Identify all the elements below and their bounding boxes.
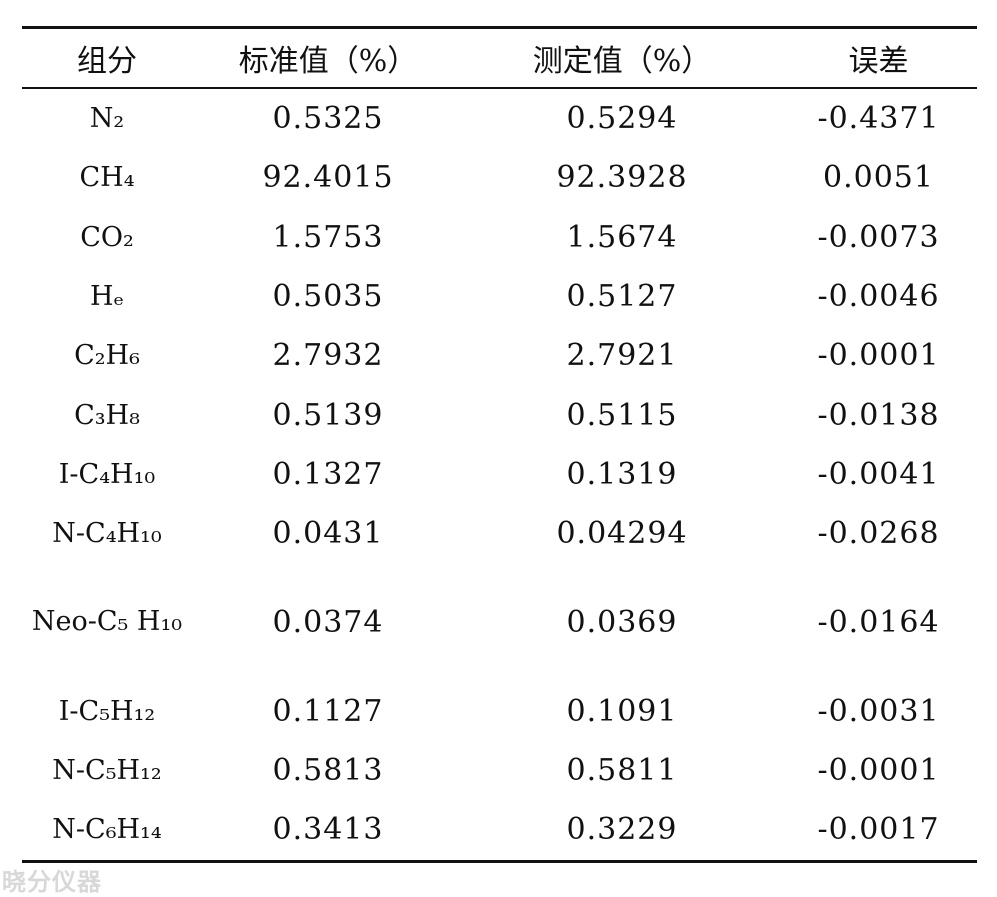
error-cell: 0.0051 xyxy=(823,160,934,196)
table-row: Hₑ 0.5035 0.5127 -0.0046 xyxy=(22,267,977,326)
measured-cell: 0.5127 xyxy=(566,279,678,315)
component-cell: C₃H₈ xyxy=(74,399,140,431)
standard-cell: 0.5813 xyxy=(272,752,384,788)
error-cell: -0.0017 xyxy=(817,812,940,848)
measured-cell: 0.5294 xyxy=(566,101,678,137)
standard-cell: 0.0431 xyxy=(272,516,384,552)
standard-cell: 0.1327 xyxy=(272,456,384,492)
measured-cell: 92.3928 xyxy=(556,160,688,196)
component-cell: C₂H₆ xyxy=(74,340,140,372)
table-row: N-C₅H₁₂ 0.5813 0.5811 -0.0001 xyxy=(22,741,977,800)
measured-cell: 0.1319 xyxy=(566,456,678,492)
header-error: 误差 xyxy=(848,44,909,79)
table-row: N-C₄H₁₀ 0.0431 0.04294 -0.0268 xyxy=(22,504,977,563)
error-cell: -0.0138 xyxy=(817,397,940,433)
component-cell: N₂ xyxy=(89,103,125,135)
measured-cell: 1.5674 xyxy=(566,219,678,255)
table-bottom-rule xyxy=(22,860,977,863)
table-row: CO₂ 1.5753 1.5674 -0.0073 xyxy=(22,208,977,267)
table-row: I-C₄H₁₀ 0.1327 0.1319 -0.0041 xyxy=(22,445,977,504)
standard-cell: 0.5035 xyxy=(272,279,384,315)
header-measured-value: 测定值（%） xyxy=(532,44,712,79)
component-cell: I-C₄H₁₀ xyxy=(58,458,156,490)
error-cell: -0.0001 xyxy=(817,338,940,374)
component-cell: CO₂ xyxy=(80,221,134,253)
table-row: C₂H₆ 2.7932 2.7921 -0.0001 xyxy=(22,326,977,385)
standard-cell: 1.5753 xyxy=(272,219,384,255)
standard-cell: 0.5139 xyxy=(272,397,384,433)
standard-cell: 0.3413 xyxy=(272,812,384,848)
error-cell: -0.0268 xyxy=(817,516,940,552)
measured-cell: 2.7921 xyxy=(566,338,678,374)
error-cell: -0.0164 xyxy=(817,604,940,640)
measured-cell: 0.1091 xyxy=(566,693,678,729)
component-cell: Neo-C₅ H₁₀ xyxy=(31,606,183,638)
measured-cell: 0.3229 xyxy=(566,812,678,848)
table-row: C₃H₈ 0.5139 0.5115 -0.0138 xyxy=(22,385,977,444)
standard-cell: 2.7932 xyxy=(272,338,384,374)
table-row: I-C₅H₁₂ 0.1127 0.1091 -0.0031 xyxy=(22,681,977,740)
component-cell: N-C₅H₁₂ xyxy=(52,754,162,786)
table-top-rule xyxy=(22,26,977,29)
standard-cell: 0.0374 xyxy=(272,604,384,640)
component-cell: CH₄ xyxy=(79,162,135,194)
error-cell: -0.4371 xyxy=(817,101,940,137)
table-row: N-C₆H₁₄ 0.3413 0.3229 -0.0017 xyxy=(22,800,977,859)
measured-cell: 0.5811 xyxy=(566,752,678,788)
measured-cell: 0.0369 xyxy=(566,604,678,640)
gas-composition-table: 组分 标准值（%） 测定值（%） 误差 N₂ 0.5325 0.5294 -0.… xyxy=(22,29,977,859)
component-cell: N-C₄H₁₀ xyxy=(52,518,162,550)
component-cell: I-C₅H₁₂ xyxy=(58,695,156,727)
error-cell: -0.0001 xyxy=(817,752,940,788)
error-cell: -0.0073 xyxy=(817,219,940,255)
standard-cell: 92.4015 xyxy=(262,160,394,196)
error-cell: -0.0041 xyxy=(817,456,940,492)
header-component: 组分 xyxy=(77,44,137,79)
component-cell: N-C₆H₁₄ xyxy=(52,814,162,846)
table-row: CH₄ 92.4015 92.3928 0.0051 xyxy=(22,148,977,207)
header-row: 组分 标准值（%） 测定值（%） 误差 xyxy=(22,29,977,87)
error-cell: -0.0046 xyxy=(817,279,940,315)
measured-cell: 0.04294 xyxy=(556,516,688,552)
error-cell: -0.0031 xyxy=(817,693,940,729)
watermark-text: 晓分仪器 xyxy=(2,868,102,896)
component-cell: Hₑ xyxy=(89,281,124,313)
table-row: N₂ 0.5325 0.5294 -0.4371 xyxy=(22,89,977,148)
standard-cell: 0.1127 xyxy=(272,693,384,729)
table-row: Neo-C₅ H₁₀ 0.0374 0.0369 -0.0164 xyxy=(22,563,977,681)
header-standard-value: 标准值（%） xyxy=(238,44,418,79)
measured-cell: 0.5115 xyxy=(566,397,678,433)
table-header-rule xyxy=(22,87,977,89)
standard-cell: 0.5325 xyxy=(272,101,384,137)
